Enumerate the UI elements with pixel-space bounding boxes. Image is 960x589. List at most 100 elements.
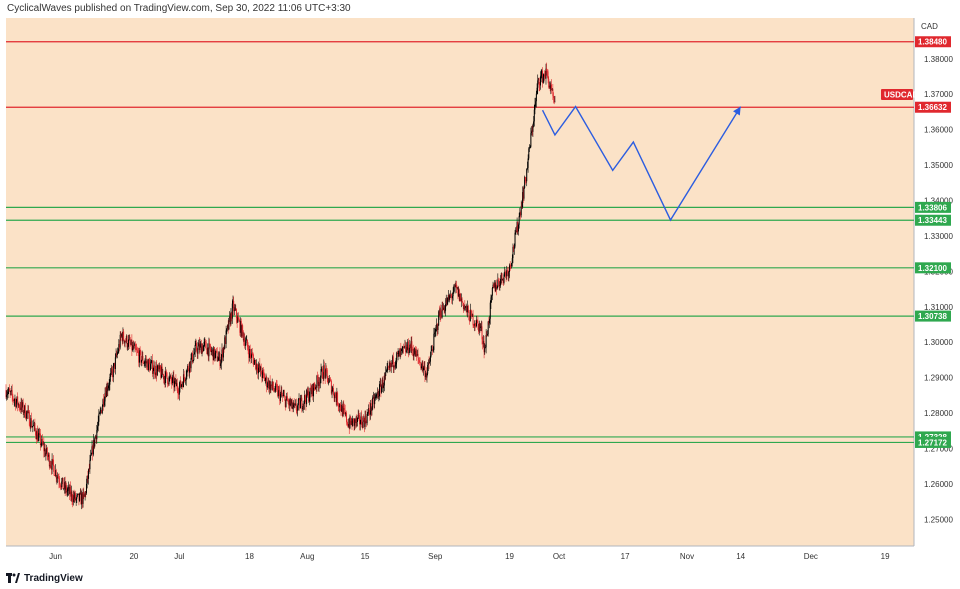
- candle-body: [29, 425, 31, 428]
- candle-body: [522, 192, 524, 208]
- candle-body: [108, 384, 110, 386]
- candle-body: [422, 362, 424, 371]
- candle-body: [81, 494, 83, 504]
- candle-body: [496, 286, 498, 290]
- candle-body: [470, 309, 472, 312]
- candle-body: [88, 469, 90, 470]
- candle-body: [515, 230, 517, 233]
- candle-body: [222, 347, 224, 358]
- candle-body: [316, 375, 318, 388]
- candle-body: [246, 339, 248, 347]
- candle-body: [103, 399, 105, 406]
- candle-body: [375, 395, 377, 397]
- time-tick-label: 18: [245, 552, 254, 561]
- candle-body: [423, 366, 425, 368]
- candle-body: [530, 133, 532, 147]
- candle-body: [313, 383, 315, 388]
- candle-body: [154, 365, 156, 375]
- candle-body: [447, 297, 449, 305]
- candle-body: [334, 392, 336, 399]
- candle-body: [428, 362, 430, 364]
- candle-body: [489, 318, 491, 324]
- candle-body: [312, 384, 314, 397]
- candle-body: [163, 376, 165, 380]
- candle-body: [282, 395, 284, 397]
- candle-body: [199, 344, 201, 351]
- candle-body: [149, 364, 151, 371]
- candle-body: [180, 380, 182, 387]
- time-tick-label: Oct: [553, 552, 566, 561]
- candle-body: [262, 370, 264, 378]
- symbol-tag: USDCAD: [881, 89, 918, 100]
- candle-body: [161, 366, 163, 375]
- candle-body: [456, 284, 458, 289]
- candle-body: [312, 383, 314, 397]
- candle-body: [257, 367, 259, 374]
- candle-body: [174, 379, 176, 382]
- candle-body: [50, 465, 52, 467]
- candle-body: [267, 380, 269, 386]
- candle-body: [359, 423, 361, 425]
- candle-body: [249, 349, 251, 354]
- candle-body: [171, 377, 173, 384]
- candle-body: [286, 396, 288, 400]
- level-price-tag: [915, 201, 951, 213]
- candle-body: [473, 323, 475, 326]
- candle-body: [231, 303, 233, 319]
- candle-body: [350, 420, 352, 424]
- candle-body: [480, 326, 482, 328]
- candle-body: [525, 179, 527, 182]
- candle-body: [23, 412, 25, 414]
- candle-body: [550, 84, 552, 90]
- candle-body: [355, 417, 357, 424]
- candle-body: [527, 158, 529, 168]
- candle-body: [436, 324, 438, 327]
- candle-body: [53, 466, 55, 476]
- candle-body: [162, 374, 164, 375]
- tradingview-brand: TradingView: [24, 572, 83, 584]
- candle-body: [185, 380, 187, 381]
- projection-line[interactable]: [541, 105, 742, 222]
- candle-body: [374, 398, 376, 405]
- candle-body: [303, 403, 305, 405]
- candle-body: [334, 392, 336, 397]
- candle-body: [41, 438, 43, 445]
- time-axis: Jun 20 Jul 18 Aug 15 Sep 19 Oct 17 Nov 14 Dec 19: [49, 552, 890, 561]
- candle-body: [392, 356, 394, 368]
- candle-body: [329, 379, 331, 381]
- candle-body: [515, 230, 517, 233]
- candle-body: [78, 493, 80, 501]
- candle-body: [448, 294, 450, 300]
- candle-body: [130, 339, 132, 345]
- candle-body: [551, 88, 553, 90]
- price-tick-label: 1.35000: [924, 161, 953, 170]
- time-tick-label: Jun: [49, 552, 62, 561]
- candle-body: [277, 389, 279, 397]
- candle-body: [403, 346, 405, 348]
- level-price-tag: [915, 36, 951, 48]
- candle-body: [288, 402, 290, 406]
- candle-body: [501, 273, 503, 281]
- candle-body: [409, 344, 411, 353]
- candle-body: [87, 475, 89, 479]
- candle-body: [444, 310, 446, 312]
- candle-body: [233, 307, 235, 312]
- candle-body: [453, 286, 455, 294]
- level-price-text: 1.33443: [918, 216, 947, 225]
- candle-body: [376, 393, 378, 396]
- candle-body: [74, 493, 76, 499]
- candle-body: [302, 403, 304, 409]
- plot-area[interactable]: [6, 18, 914, 546]
- candle-body: [212, 349, 214, 361]
- candle-body: [280, 391, 282, 394]
- candle-body: [392, 356, 394, 365]
- candle-body: [272, 381, 274, 388]
- candle-body: [433, 333, 435, 350]
- candle-body: [423, 367, 425, 371]
- candle-body: [152, 371, 154, 374]
- candle-body: [227, 325, 229, 330]
- candle-body: [105, 386, 107, 398]
- candle-body: [131, 339, 133, 351]
- candle-body: [253, 358, 255, 365]
